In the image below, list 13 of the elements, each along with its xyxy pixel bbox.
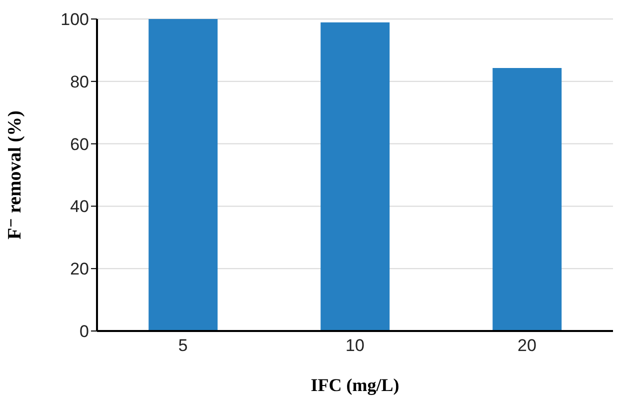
y-tick-label: 80 <box>70 72 89 92</box>
x-axis-title: IFC (mg/L) <box>310 375 400 395</box>
y-tick-label: 100 <box>60 10 89 30</box>
bar <box>148 19 218 331</box>
y-tick-label: 40 <box>70 197 89 216</box>
bar <box>492 68 562 331</box>
x-tick-label: 10 <box>346 336 364 356</box>
bar <box>320 22 390 331</box>
y-tick-label: 20 <box>70 260 89 279</box>
x-tick-label: 20 <box>518 336 536 356</box>
y-tick-label: 0 <box>80 322 89 342</box>
y-tick-label: 60 <box>70 134 89 154</box>
x-tick-label: 5 <box>178 336 188 356</box>
